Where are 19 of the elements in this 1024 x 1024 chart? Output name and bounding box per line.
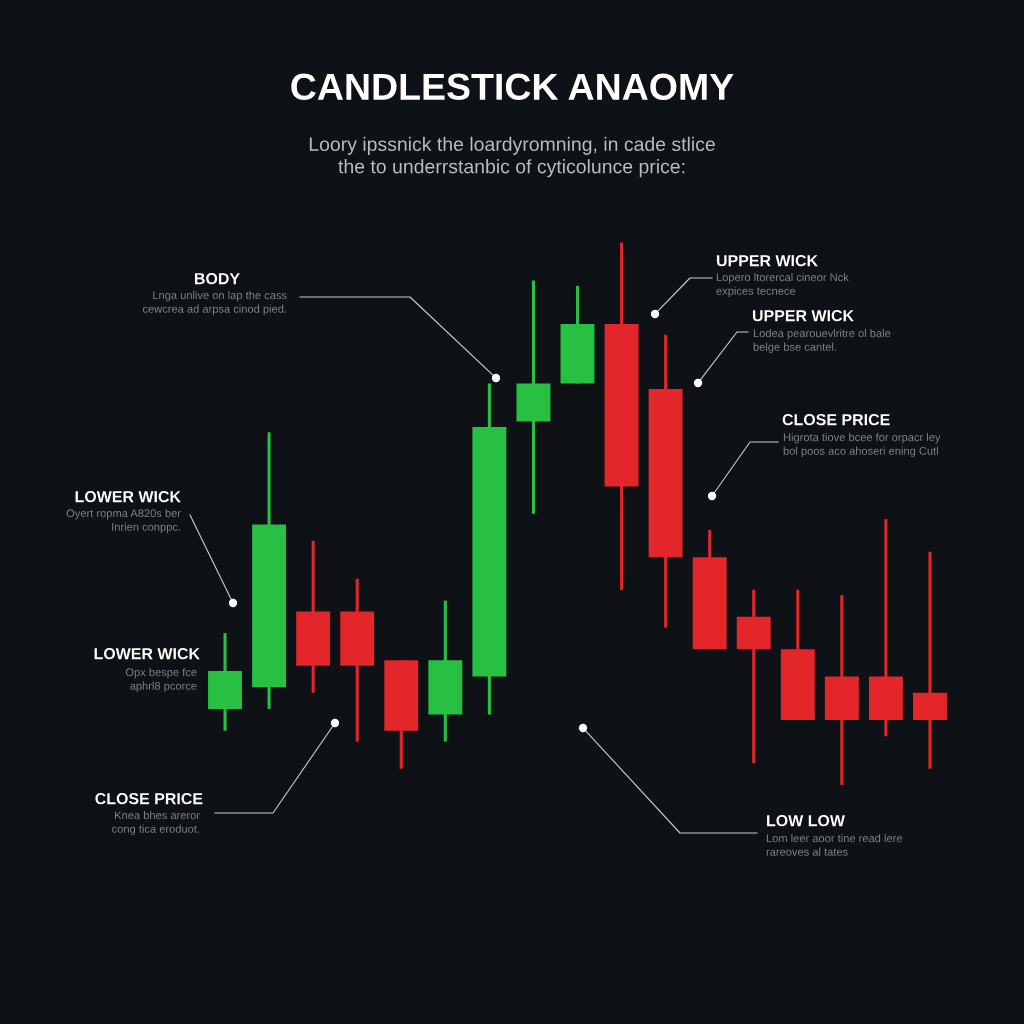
annotation: CLOSE PRICE <box>782 413 890 426</box>
text: LOW LOW <box>767 814 845 827</box>
annotation: Lopero ltorercal cineor Nck expices tecnece <box>716 273 849 297</box>
annotation: Lnga unlive on lap the cass cewcrea ad arpsa cinod pied. <box>142 291 287 315</box>
annotation: Lodea pearouevlritre ol bale belge bse cantel. <box>753 329 891 353</box>
annotation: Higrota tiove bcee for orpacr ley bol poos aco ahoseri ening Cutl <box>783 433 941 457</box>
chart-title: CANDLESTICK ANAOMY <box>291 73 734 101</box>
text: Lom leer aoor tine read lere rareoves al tates <box>766 834 902 856</box>
annotation: UPPER WICK <box>716 254 818 267</box>
text: CLOSE PRICE <box>95 792 203 805</box>
candlestick <box>913 551 947 769</box>
annotation: BODY <box>194 272 240 285</box>
text: Opx bespe fce aphrl8 pcorce <box>125 668 197 692</box>
text: Knea bhes areror cong tica eroduot. <box>112 811 200 835</box>
text: LOWER WICK <box>94 647 200 660</box>
text: LOWER WICK <box>75 490 181 503</box>
annotation: UPPER WICK <box>752 309 854 322</box>
text: Oyert ropma A820s ber Inrien conppc. <box>66 509 181 533</box>
chart-subtitle: Loory ipssnick the loardyromning, in cade stlice the to underrstanbic of cyticolunce price: <box>309 136 715 178</box>
